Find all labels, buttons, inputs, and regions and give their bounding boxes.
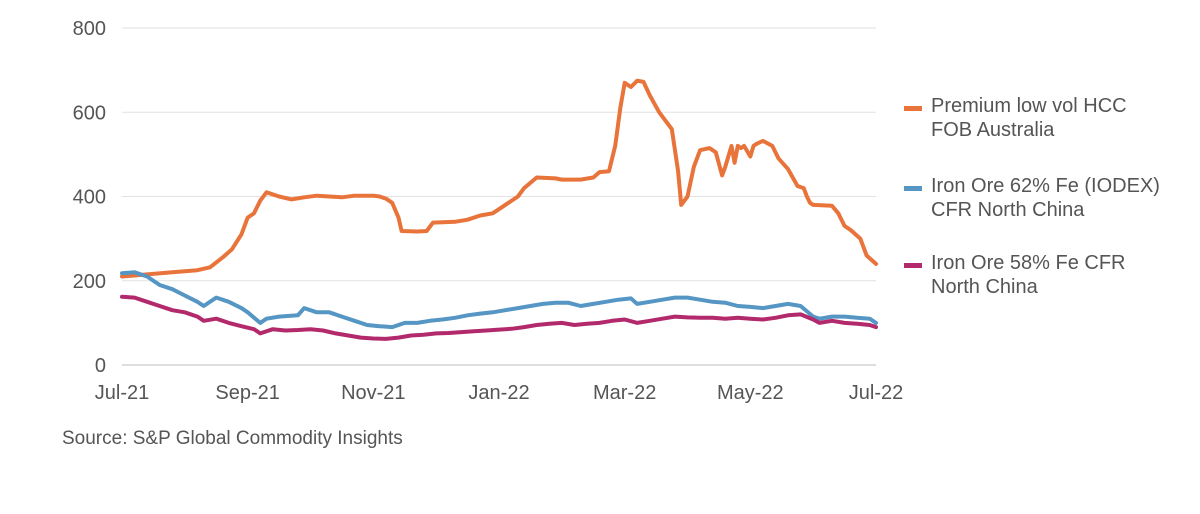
x-axis-ticks: Jul-21 Sep-21 Nov-21 Jan-22 Mar-22 May-22 Jul-… <box>95 382 903 404</box>
y-tick-label: 0 <box>95 355 106 377</box>
legend-label-3: North China <box>931 276 1039 298</box>
x-tick-label: May-22 <box>717 382 784 404</box>
x-tick-label: Mar-22 <box>593 382 656 404</box>
x-tick-label: Nov-21 <box>341 382 405 404</box>
y-axis-ticks: 0 200 400 600 800 <box>73 18 106 377</box>
gridlines <box>122 27 876 366</box>
y-tick-label: 800 <box>73 18 106 40</box>
legend-swatch-3 <box>904 263 922 268</box>
legend-label-2: CFR North China <box>931 199 1085 221</box>
series-lines <box>120 78 878 341</box>
series-line-1 <box>120 78 878 279</box>
source-note: Source: S&P Global Commodity Insights <box>62 428 403 449</box>
y-tick-label: 600 <box>73 102 106 124</box>
legend-swatch-2 <box>904 186 922 191</box>
legend-swatch-1 <box>904 106 922 111</box>
legend-label-1: Premium low vol HCC <box>931 95 1127 117</box>
series-line-2 <box>120 270 878 330</box>
y-tick-label: 200 <box>73 271 106 293</box>
legend-label-3: Iron Ore 58% Fe CFR <box>931 252 1126 274</box>
legend-label-2: Iron Ore 62% Fe (IODEX) <box>931 175 1160 197</box>
series-line-3 <box>120 294 878 341</box>
x-tick-label: Jan-22 <box>468 382 529 404</box>
x-tick-label: Sep-21 <box>215 382 280 404</box>
x-tick-label: Jul-21 <box>95 382 149 404</box>
y-tick-label: 400 <box>73 187 106 209</box>
legend-label-1: FOB Australia <box>931 119 1055 141</box>
x-tick-label: Jul-22 <box>849 382 903 404</box>
